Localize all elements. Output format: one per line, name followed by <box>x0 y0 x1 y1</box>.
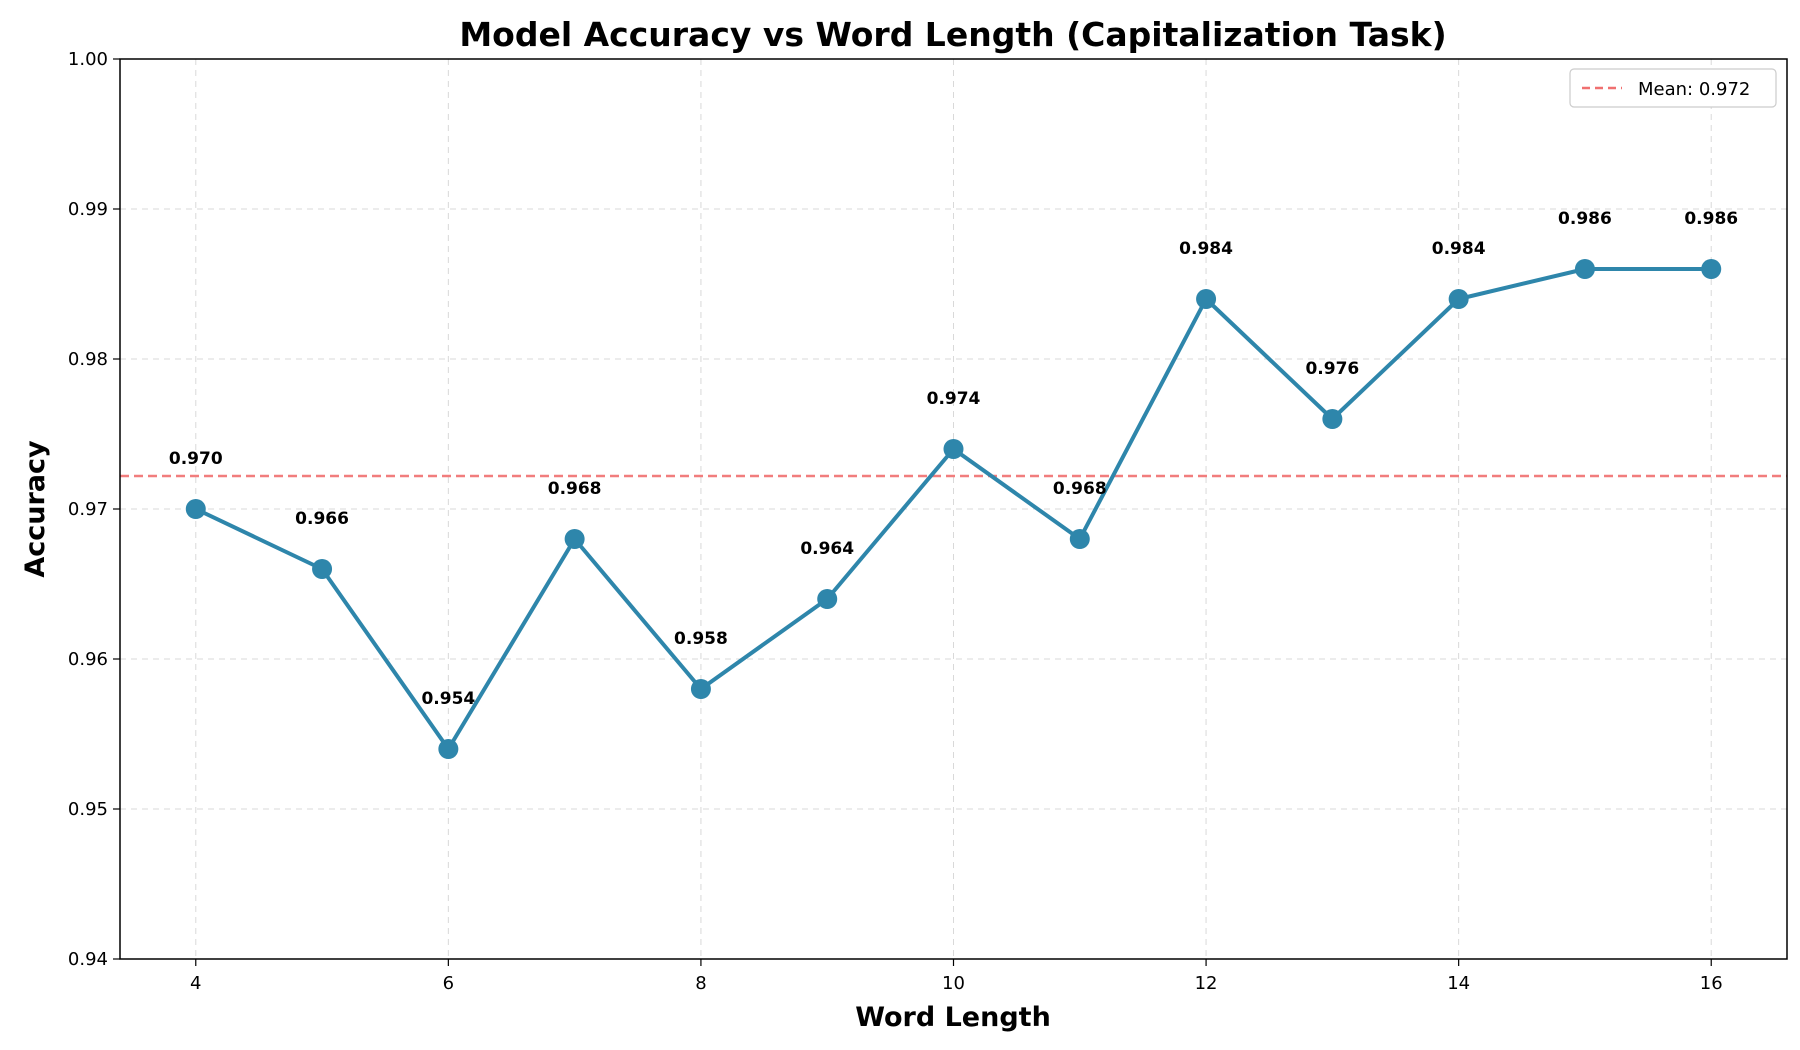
data-point <box>312 559 333 579</box>
legend-box <box>1569 68 1777 108</box>
data-label: 0.954 <box>421 689 475 709</box>
y-tick-label: 0.99 <box>68 199 108 220</box>
data-point <box>438 739 459 759</box>
grid-lines <box>120 59 1787 959</box>
data-point <box>1322 409 1343 429</box>
chart-title: Model Accuracy vs Word Length (Capitaliz… <box>459 15 1446 54</box>
y-tick-label: 0.97 <box>68 499 108 520</box>
data-point <box>185 499 206 519</box>
data-point <box>1069 529 1090 549</box>
x-tick-label: 6 <box>443 973 454 994</box>
data-point <box>690 679 711 699</box>
accuracy-series <box>185 259 1722 759</box>
x-tick-label: 14 <box>1447 973 1470 994</box>
data-label: 0.986 <box>1684 209 1738 229</box>
data-label: 0.970 <box>169 449 223 469</box>
data-label: 0.986 <box>1558 209 1612 229</box>
x-tick-label: 10 <box>942 973 965 994</box>
data-point <box>1701 259 1722 279</box>
data-point <box>1196 289 1217 309</box>
y-tick-label: 0.98 <box>68 349 108 370</box>
x-tick-label: 12 <box>1195 973 1218 994</box>
axis-ticks: 4 6 8 10 12 14 16 0.94 0.95 0.96 0.97 0.98 0.99 1.00 <box>68 49 1723 994</box>
y-tick-label: 0.95 <box>68 799 108 820</box>
data-point <box>1574 259 1595 279</box>
data-label: 0.966 <box>295 509 349 529</box>
data-point <box>1448 289 1469 309</box>
data-label: 0.984 <box>1179 239 1233 259</box>
x-tick-label: 8 <box>695 973 706 994</box>
data-point <box>943 439 964 459</box>
y-tick-label: 0.94 <box>68 949 108 970</box>
data-label: 0.968 <box>548 479 602 499</box>
x-tick-label: 16 <box>1700 973 1723 994</box>
data-label: 0.968 <box>1053 479 1107 499</box>
legend-mean-label: Mean: 0.972 <box>1638 79 1750 100</box>
legend: Mean: 0.972 <box>1569 68 1777 108</box>
data-point <box>817 589 838 609</box>
data-label: 0.974 <box>927 389 981 409</box>
data-point <box>564 529 585 549</box>
x-tick-label: 4 <box>190 973 201 994</box>
data-label: 0.958 <box>674 629 728 649</box>
y-axis-label: Accuracy <box>20 440 51 578</box>
data-label: 0.976 <box>1305 359 1359 379</box>
y-tick-label: 1.00 <box>68 49 108 70</box>
x-axis-label: Word Length <box>855 1002 1051 1033</box>
y-tick-label: 0.96 <box>68 649 108 670</box>
data-label: 0.984 <box>1432 239 1486 259</box>
data-labels: 0.970 0.966 0.954 0.968 0.958 0.964 0.974 0.968… <box>169 209 1738 709</box>
data-label: 0.964 <box>800 539 854 559</box>
